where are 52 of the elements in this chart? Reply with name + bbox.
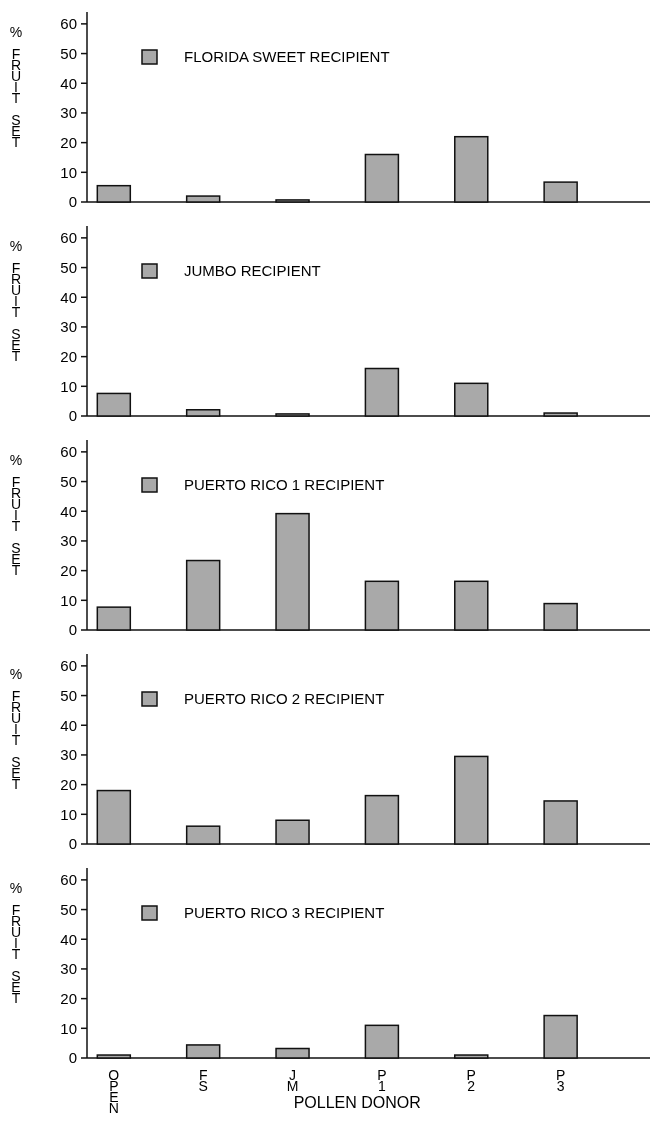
y-tick-label: 50 (60, 44, 77, 62)
text: % FRUIT SET (9, 24, 23, 150)
y-tick-label: 0 (68, 1049, 77, 1067)
y-tick-label: 50 (60, 472, 77, 490)
y-tick-label: 50 (60, 686, 77, 704)
y-tick-label: 40 (60, 502, 77, 520)
legend-label: PUERTO RICO 2 RECIPIENT (184, 690, 385, 708)
y-tick-label: 0 (68, 621, 77, 639)
y-tick-label: 40 (60, 288, 77, 306)
y-tick-label: 10 (60, 377, 77, 395)
y-tick-label: 30 (60, 318, 77, 336)
legend-label: FLORIDA SWEET RECIPIENT (184, 48, 390, 66)
y-tick-label: 50 (60, 258, 77, 276)
y-tick-label: 20 (60, 561, 77, 579)
text: % FRUIT SET (9, 880, 23, 1006)
y-tick-label: 50 (60, 900, 77, 918)
y-tick-label: 30 (60, 746, 77, 764)
x-tick-label: JM (286, 1067, 299, 1094)
text: % FRUIT SET (9, 452, 23, 578)
y-tick-label: 60 (60, 871, 77, 889)
y-tick-label: 40 (60, 716, 77, 734)
x-tick-label: P3 (555, 1067, 566, 1094)
y-tick-label: 20 (60, 775, 77, 793)
y-tick-label: 10 (60, 805, 77, 823)
y-tick-label: 40 (60, 930, 77, 948)
x-tick-label: P2 (466, 1067, 476, 1094)
x-tick-label: P1 (377, 1067, 387, 1094)
text: % FRUIT SET (9, 666, 23, 792)
text: % FRUIT SET (9, 238, 23, 364)
y-tick-label: 40 (60, 74, 77, 92)
legend-label: PUERTO RICO 3 RECIPIENT (184, 904, 385, 922)
y-tick-label: 0 (68, 835, 77, 853)
y-tick-label: 60 (60, 15, 77, 33)
y-tick-label: 20 (60, 133, 77, 151)
y-tick-label: 30 (60, 960, 77, 978)
y-tick-label: 20 (60, 989, 77, 1007)
x-tick-label: OPEN (108, 1067, 120, 1116)
y-tick-label: 60 (60, 443, 77, 461)
x-axis-title: POLLEN DONOR (293, 1094, 421, 1111)
y-tick-label: 30 (60, 104, 77, 122)
legend-label: JUMBO RECIPIENT (184, 262, 321, 280)
y-tick-label: 0 (68, 407, 77, 425)
y-tick-label: 0 (68, 193, 77, 211)
y-tick-label: 10 (60, 591, 77, 609)
legend-label: PUERTO RICO 1 RECIPIENT (184, 476, 385, 494)
y-tick-label: 60 (60, 229, 77, 247)
y-tick-label: 20 (60, 347, 77, 365)
y-tick-label: 30 (60, 532, 77, 550)
y-tick-label: 10 (60, 163, 77, 181)
y-tick-label: 60 (60, 657, 77, 675)
x-tick-label: FS (198, 1067, 208, 1094)
y-tick-label: 10 (60, 1019, 77, 1037)
